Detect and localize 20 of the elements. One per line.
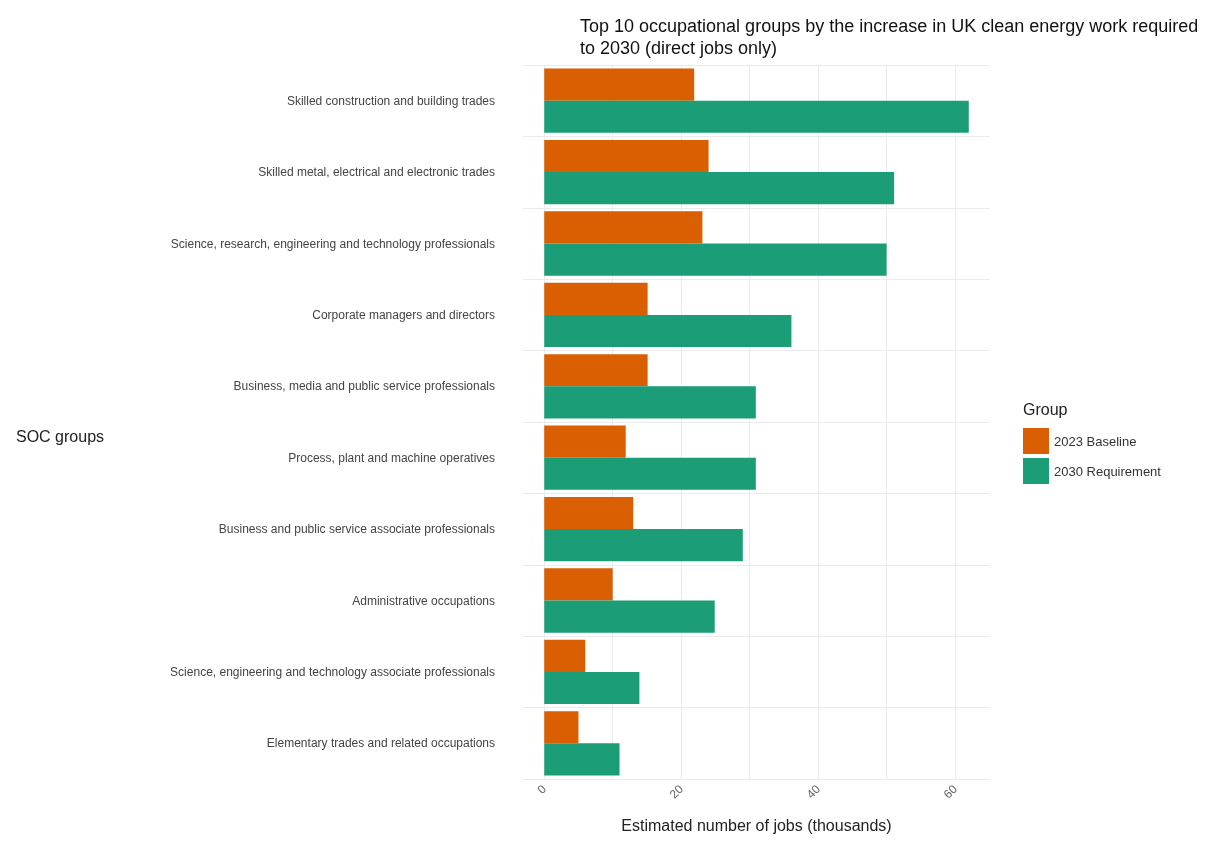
y-tick-label: Corporate managers and directors bbox=[312, 307, 495, 322]
y-tick-label: Process, plant and machine operatives bbox=[288, 450, 495, 465]
legend-title: Group bbox=[1023, 400, 1068, 418]
y-tick-label: Skilled metal, electrical and electronic trades bbox=[258, 165, 495, 180]
y-tick-label: Administrative occupations bbox=[352, 593, 495, 608]
x-tick-label: 20 bbox=[666, 781, 687, 802]
y-tick-label: Skilled construction and building trades bbox=[286, 93, 495, 108]
y-tick-label: Science, engineering and technology associate professionals bbox=[170, 664, 495, 679]
x-tick-label: 40 bbox=[803, 781, 824, 802]
y-axis-title: SOC groups bbox=[16, 427, 105, 445]
chart-title: Top 10 occupational groups by the increase in UK clean energy work required to 2030 (direct jobs only) bbox=[580, 16, 1204, 58]
y-tick-label: Elementary trades and related occupations bbox=[266, 736, 495, 751]
y-tick-label: Science, research, engineering and technology professionals bbox=[170, 236, 495, 251]
y-tick-label: Business and public service associate professionals bbox=[218, 522, 495, 537]
x-tick-label: 0 bbox=[534, 781, 550, 797]
x-axis-title: Estimated number of jobs (thousands) bbox=[621, 816, 892, 834]
legend-label: 2023 Baseline bbox=[1054, 433, 1137, 449]
legend-label: 2030 Requirement bbox=[1054, 463, 1162, 479]
y-tick-label: Business, media and public service professionals bbox=[233, 379, 495, 394]
x-tick-label: 60 bbox=[940, 781, 961, 802]
